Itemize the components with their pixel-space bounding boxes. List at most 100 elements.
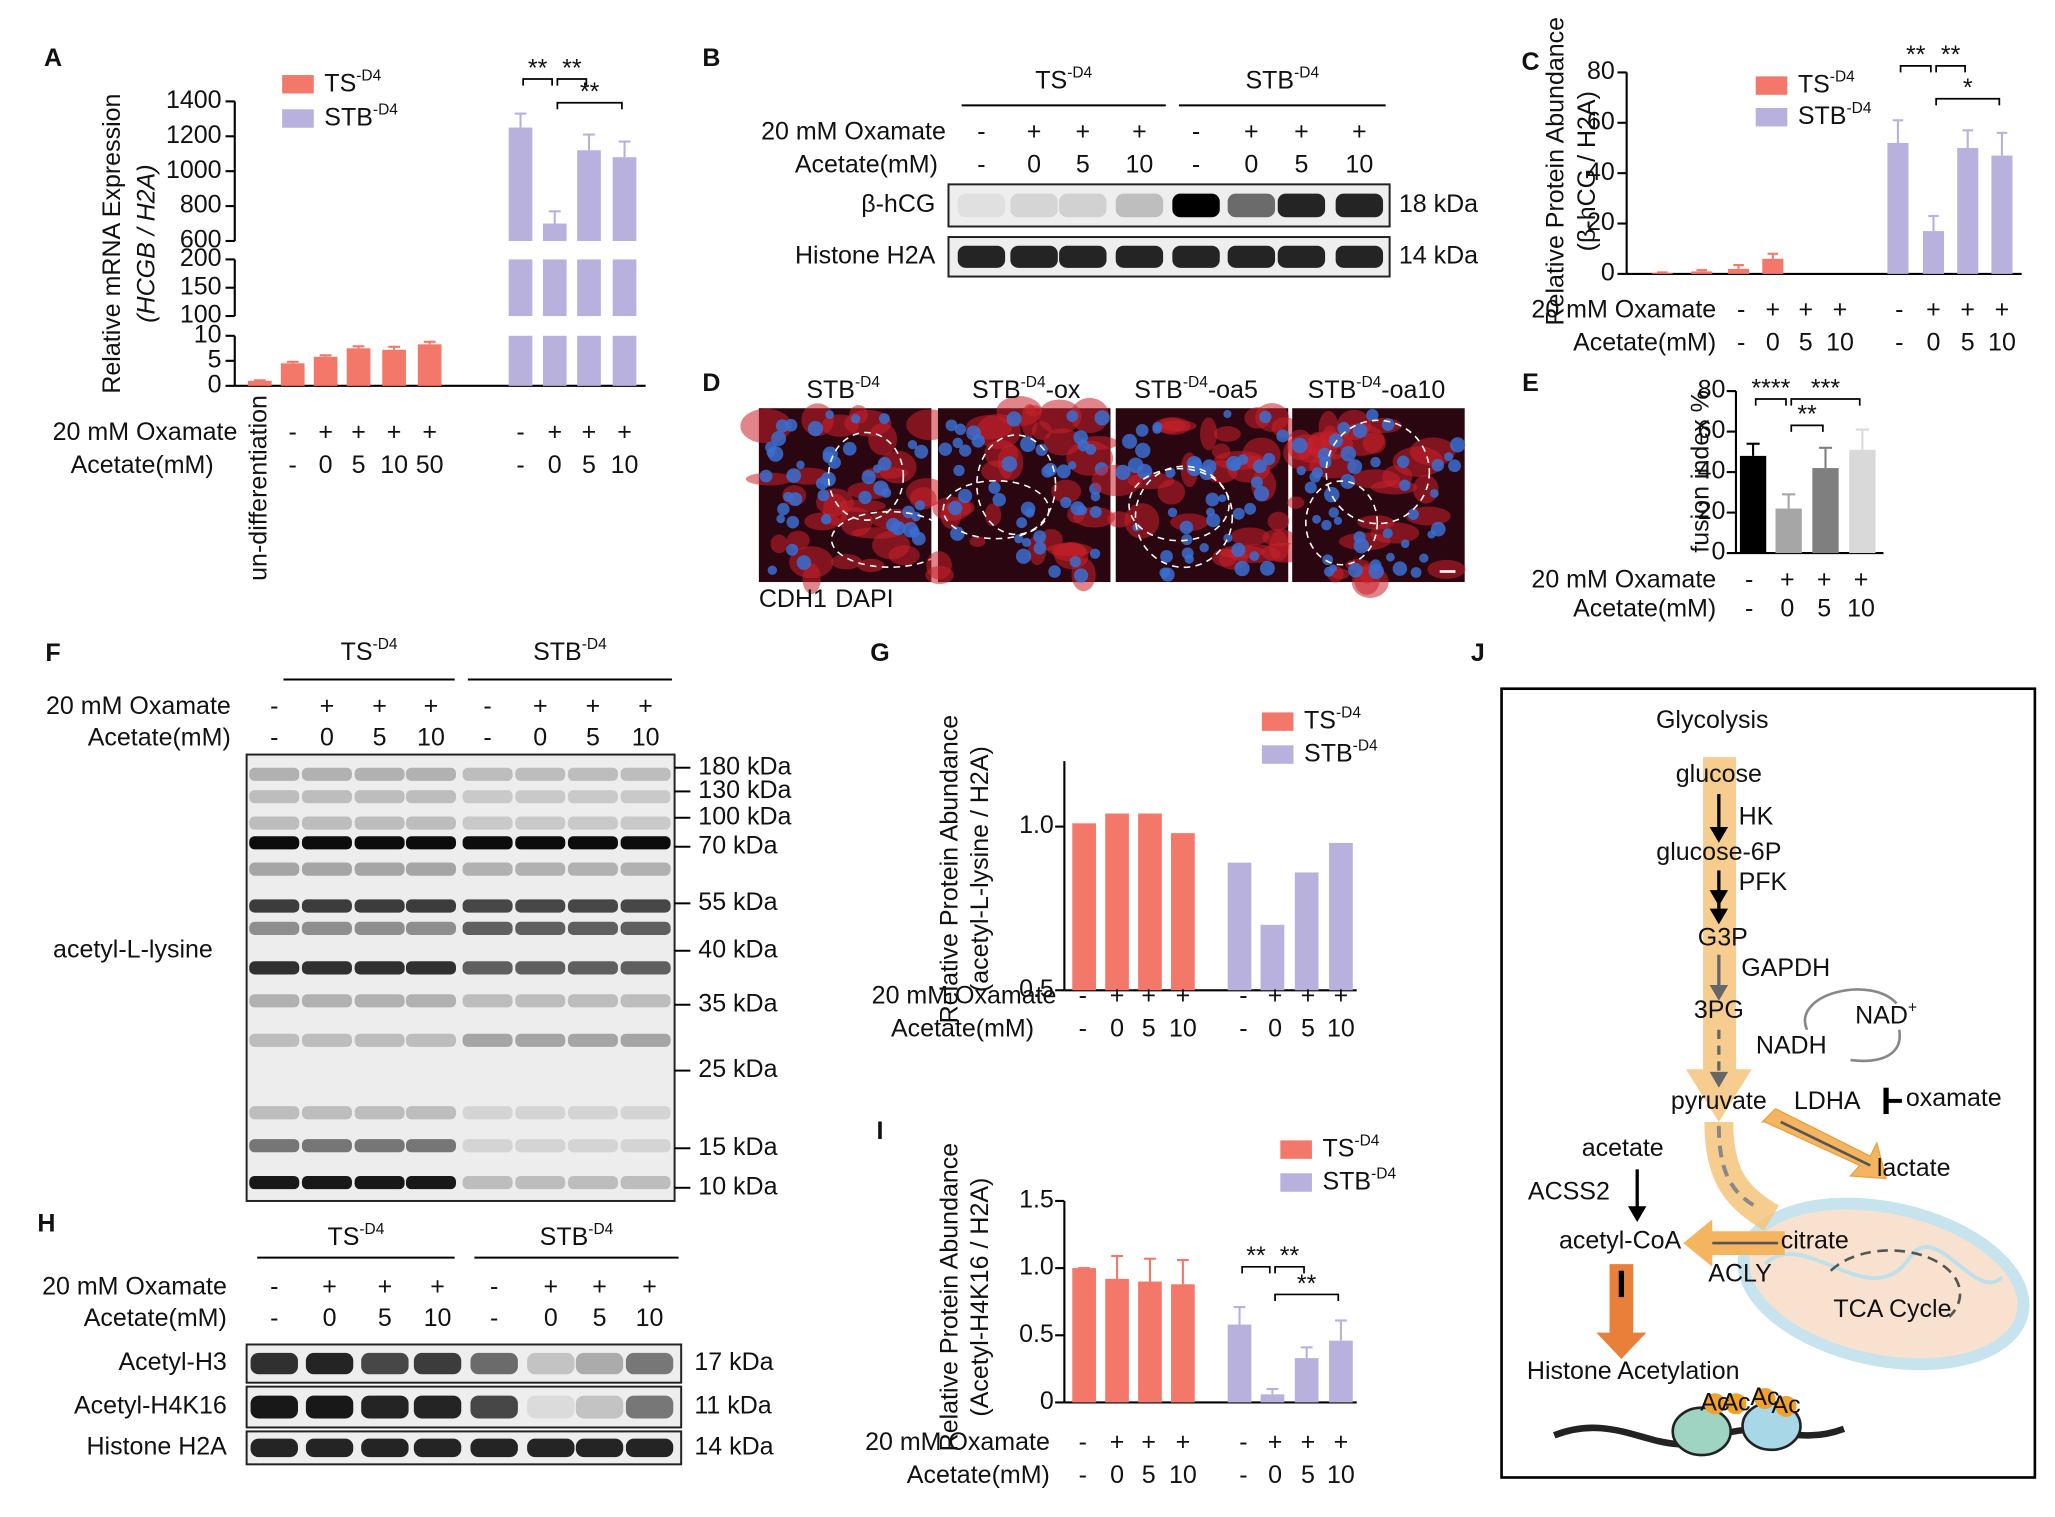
condition-value: 5	[1301, 1461, 1315, 1489]
legend-label-text: TS	[1304, 706, 1336, 734]
bar	[508, 335, 533, 386]
y-tick-label: 0	[208, 370, 222, 398]
condition-label: 20 mM Oxamate	[1531, 295, 1716, 323]
band-label: Histone H2A	[795, 241, 936, 269]
blot-band	[620, 1175, 671, 1190]
condition-value: +	[1268, 981, 1283, 1009]
significance-label: ***	[1811, 374, 1840, 402]
legend-label-sup: -D4	[373, 101, 398, 118]
blot-band	[515, 994, 566, 1008]
error-bar	[286, 360, 299, 364]
legend-label-sup: -D4	[1354, 1132, 1379, 1149]
nucleus	[1218, 494, 1227, 503]
cdh1-signal	[1046, 542, 1093, 557]
legend-label: STB-D4	[324, 101, 398, 131]
cdh1-signal	[835, 499, 886, 513]
y-tick-label: 60	[1587, 107, 1615, 135]
panel-label: D	[702, 369, 720, 397]
nucleus	[1259, 410, 1272, 424]
blot-band	[413, 1438, 462, 1458]
blot-band	[405, 1033, 456, 1047]
blot-band	[470, 1395, 518, 1419]
acetyl-group	[1775, 1395, 1797, 1417]
blot-band	[1115, 245, 1164, 268]
legend-label-text: TS	[1322, 1134, 1354, 1162]
nucleus	[1094, 410, 1110, 426]
nucleus	[966, 425, 981, 441]
blot-band	[305, 1438, 354, 1458]
legend-label-sup: -D4	[1336, 704, 1361, 721]
blot-band	[405, 767, 456, 781]
bar	[542, 223, 567, 241]
bar	[1072, 1268, 1096, 1403]
blot-band	[567, 1139, 618, 1153]
nucleus	[1249, 551, 1260, 561]
condition-value: 5	[1142, 1014, 1156, 1042]
pfk-arrowhead	[1709, 890, 1729, 906]
condition-value: 50	[416, 451, 444, 479]
blot-band	[462, 1033, 513, 1047]
condition-value: +	[1132, 118, 1147, 146]
bar	[1329, 1340, 1353, 1403]
nucleus	[950, 526, 965, 541]
pathway-label: ACLY	[1708, 1259, 1772, 1287]
nucleus	[1429, 488, 1439, 498]
condition-value: -	[1079, 1461, 1087, 1489]
condition-value: -	[1737, 295, 1745, 323]
legend-label-text: TS	[1798, 70, 1830, 98]
condition-value: +	[638, 692, 653, 720]
cdh1-signal	[1037, 399, 1082, 434]
nucleus	[878, 413, 890, 425]
blot-band	[249, 1106, 300, 1120]
cdh1-signal	[789, 546, 834, 579]
legend-swatch	[1755, 107, 1788, 127]
significance-bracket	[556, 78, 588, 86]
group-label-text: STB	[540, 1222, 589, 1250]
error-bar	[1144, 1257, 1156, 1282]
blot-band	[249, 899, 300, 913]
image-label-after: -oa5	[1208, 376, 1258, 404]
condition-value: +	[1798, 295, 1813, 323]
nucleus	[1399, 479, 1411, 492]
nucleus	[1366, 409, 1379, 422]
blot-band	[620, 836, 671, 850]
y-tick-label: 1.0	[1019, 811, 1054, 839]
nucleus	[911, 511, 921, 522]
error-bar	[1855, 428, 1869, 450]
cdh1-signal	[1269, 530, 1289, 562]
blot-band	[354, 1033, 405, 1047]
image-label: STB-D4-oa10	[1308, 374, 1446, 404]
condition-value: +	[1833, 295, 1848, 323]
blot-band	[301, 767, 352, 781]
y-tick-label: 80	[1698, 376, 1726, 404]
error-bar	[1266, 1387, 1279, 1395]
blot-band	[620, 1139, 671, 1153]
blot-band	[620, 862, 671, 876]
y-tick-label: 0	[1040, 1387, 1054, 1415]
blot-band	[413, 1395, 462, 1419]
blot-band	[354, 1106, 405, 1120]
condition-value: 0	[1110, 1014, 1124, 1042]
significance-label: **	[528, 54, 548, 82]
bar	[1227, 1324, 1252, 1403]
blot-band	[405, 899, 456, 913]
nucleus	[1262, 452, 1276, 466]
nucleus	[820, 513, 832, 525]
bar	[1294, 1358, 1319, 1403]
blot-band	[1115, 193, 1164, 218]
blot-band	[301, 994, 352, 1008]
y-tick-label: 0	[1712, 538, 1726, 566]
image-label-after: -oa10	[1381, 376, 1445, 404]
image-label-sup: -D4	[1021, 374, 1046, 391]
error-bar	[1233, 1306, 1246, 1325]
nucleus	[817, 489, 830, 502]
condition-value: +	[543, 1272, 558, 1300]
blot-band	[301, 862, 352, 876]
error-bar	[388, 345, 401, 350]
blot-band	[462, 862, 513, 876]
bar	[577, 150, 601, 241]
legend-label-sup: -D4	[1846, 100, 1871, 117]
panel-label: G	[870, 639, 889, 667]
condition-value: -	[1079, 1428, 1087, 1456]
